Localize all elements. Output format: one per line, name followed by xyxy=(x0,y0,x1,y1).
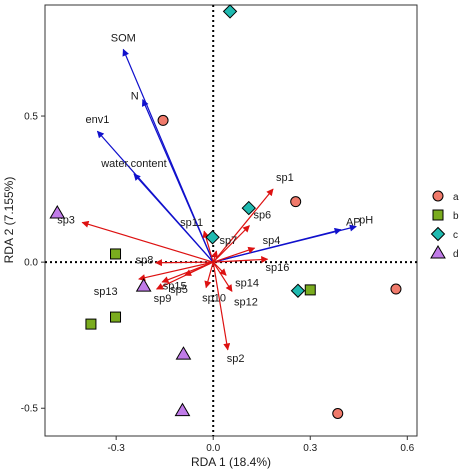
sp12-label: sp12 xyxy=(234,296,258,308)
sp5-label: sp5 xyxy=(170,284,188,296)
n-arrow xyxy=(141,99,214,263)
plot-panel xyxy=(44,4,418,437)
site-point-c xyxy=(241,200,256,216)
sp7-arrow xyxy=(211,250,219,263)
site-point-c xyxy=(222,4,238,19)
legend-label-c: c xyxy=(453,230,458,241)
x-axis-title: RDA 1 (18.4%) xyxy=(191,455,271,469)
axes: -0.3 0.0 0.3 0.6 -0.5 0.0 0.5 xyxy=(21,112,415,454)
x-tick-label: 0.0 xyxy=(206,443,220,454)
sp8-arrow xyxy=(154,259,214,267)
sp11-label: sp11 xyxy=(180,217,203,229)
legend-key-a xyxy=(432,190,444,202)
x-tick-label: 0.6 xyxy=(400,443,414,454)
sp11-arrow xyxy=(202,230,214,263)
site-point-d xyxy=(175,346,192,360)
legend-label-d: d xyxy=(453,249,459,260)
env1-label: env1 xyxy=(85,114,109,126)
legend-key-b xyxy=(432,209,444,221)
ph-label: pH xyxy=(359,214,373,226)
n-label: N xyxy=(131,91,139,103)
legend-label-b: b xyxy=(453,211,459,222)
sp7-label: sp7 xyxy=(219,235,237,247)
site-point-a xyxy=(390,283,402,295)
sp8-label: sp8 xyxy=(136,255,154,267)
sp16-arrow xyxy=(213,256,269,264)
site-point-b xyxy=(110,248,122,260)
sp2-arrow xyxy=(212,262,231,351)
sp2-label: sp2 xyxy=(227,353,245,365)
legend-key-c xyxy=(430,226,446,242)
site-point-c xyxy=(205,230,220,245)
sp12-arrow xyxy=(212,261,233,292)
sp1-label: sp1 xyxy=(276,172,294,184)
sp3-arrow xyxy=(81,220,214,263)
sp6-label: sp6 xyxy=(253,210,271,222)
y-tick-label: 0.5 xyxy=(24,112,38,123)
reference-lines xyxy=(45,5,417,436)
sp6-arrow xyxy=(212,225,250,263)
site-point-a xyxy=(157,114,169,126)
x-tick-label: 0.3 xyxy=(303,443,317,454)
site-point-a xyxy=(290,196,302,208)
site-point-b xyxy=(85,318,97,330)
sp4-arrow xyxy=(213,246,256,263)
sp13-label: sp13 xyxy=(94,286,118,298)
y-axis-title: RDA 2 (7.155%) xyxy=(2,177,16,264)
y-tick-label: -0.5 xyxy=(21,404,39,415)
sp9-label: sp9 xyxy=(154,293,172,305)
sp10-label: sp10 xyxy=(202,293,226,305)
som-label: SOM xyxy=(111,32,136,44)
site-point-d xyxy=(49,205,66,219)
site-points xyxy=(49,4,402,420)
sp10-arrow xyxy=(204,261,214,289)
x-tick-label: -0.3 xyxy=(108,443,126,454)
site-point-a xyxy=(332,408,344,420)
site-point-c xyxy=(290,283,306,298)
sp4-label: sp4 xyxy=(263,235,281,247)
sp14-label: sp14 xyxy=(235,277,259,289)
water-content-label: water.content xyxy=(100,158,166,170)
ph-arrow xyxy=(213,224,357,263)
site-point-d xyxy=(174,402,191,417)
site-point-b xyxy=(304,284,316,296)
y-tick-label: 0.0 xyxy=(24,258,38,269)
site-point-b xyxy=(110,311,122,323)
sp16-label: sp16 xyxy=(266,262,290,274)
site-point-d xyxy=(135,278,152,292)
sp14-arrow xyxy=(212,261,227,276)
sp13-arrow xyxy=(138,261,214,282)
sp15-label: sp15 xyxy=(163,280,187,292)
legend-label-a: a xyxy=(453,192,459,203)
water-content-arrow xyxy=(133,173,214,263)
legend-key-d xyxy=(430,245,446,259)
sp15-arrow xyxy=(184,261,214,276)
